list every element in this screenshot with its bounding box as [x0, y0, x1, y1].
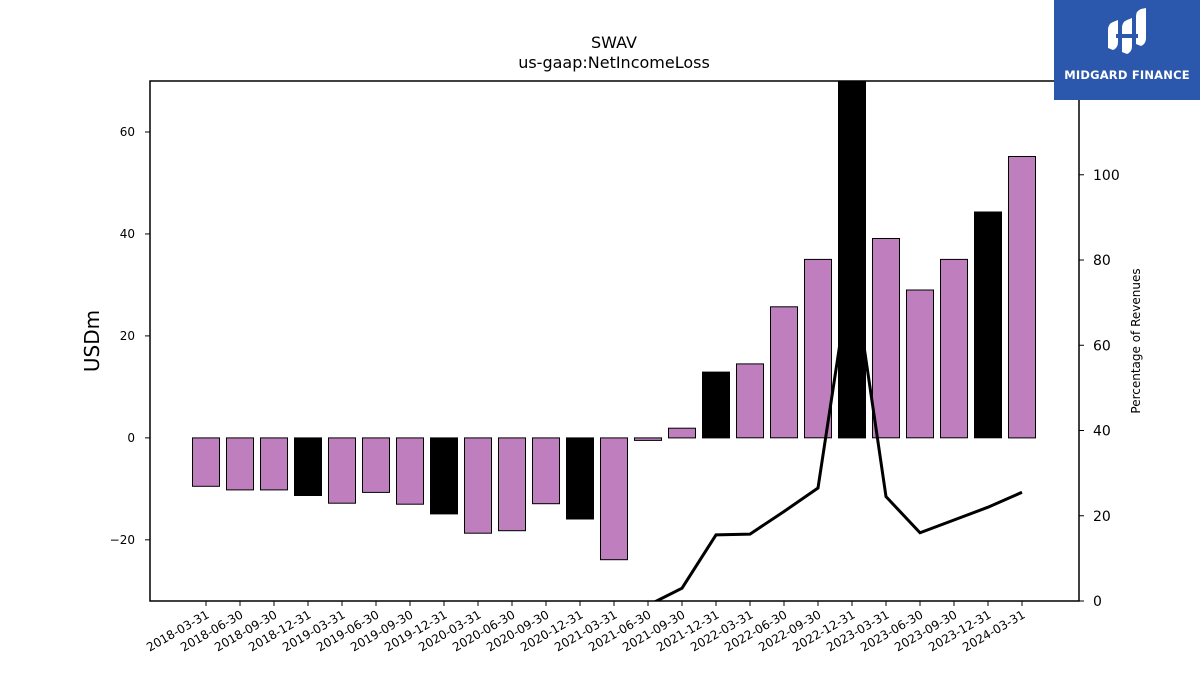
bar-2023-09-30	[940, 258, 968, 439]
y2-tick-label: 100	[1093, 168, 1120, 184]
bar-2022-12-31	[838, 80, 866, 439]
bar-2020-06-30	[498, 437, 526, 532]
percentage-of-revenues-line	[653, 264, 1023, 601]
y2-tick-label: 40	[1093, 424, 1111, 440]
bar-2018-06-30	[226, 437, 254, 491]
bar-2023-12-31	[974, 211, 1002, 439]
bar-2022-06-30	[770, 306, 798, 439]
y-tick-label: −20	[110, 533, 135, 547]
bar-2021-12-31	[702, 371, 730, 439]
brand-logo: MIDGARD FINANCE	[1054, 0, 1200, 100]
bar-2020-09-30	[532, 437, 560, 505]
bar-2018-03-31	[192, 437, 220, 487]
bar-2023-06-30	[906, 289, 934, 439]
bar-2019-03-31	[328, 437, 356, 504]
bar-2020-12-31	[566, 437, 594, 520]
y-axis-label: USDm	[80, 310, 104, 372]
bar-2022-03-31	[736, 363, 764, 439]
brand-name: MIDGARD FINANCE	[1064, 68, 1190, 82]
y-tick-label: 20	[120, 329, 135, 343]
y-tick-label: 40	[120, 227, 135, 241]
bar-2019-12-31	[430, 437, 458, 515]
bar-2018-12-31	[294, 437, 322, 496]
bar-2019-06-30	[362, 437, 390, 493]
midgard-logo-icon	[1108, 8, 1146, 54]
bar-2022-09-30	[804, 258, 832, 439]
bar-2021-03-31	[600, 437, 628, 561]
bar-2021-09-30	[668, 427, 696, 439]
bar-2024-03-31	[1008, 156, 1036, 439]
y2-tick-label: 20	[1093, 509, 1111, 525]
bar-2019-09-30	[396, 437, 424, 505]
bar-2018-09-30	[260, 437, 288, 491]
chart-title: SWAV	[591, 33, 637, 52]
y2-tick-label: 0	[1093, 594, 1102, 610]
bar-2023-03-31	[872, 238, 900, 439]
y-tick-label: 60	[120, 125, 135, 139]
y2-tick-label: 80	[1093, 253, 1111, 269]
y2-tick-label: 60	[1093, 338, 1111, 354]
plot-frame	[149, 80, 1080, 602]
y2-axis-label: Percentage of Revenues	[1129, 268, 1143, 413]
bar-2020-03-31	[464, 437, 492, 534]
chart-subtitle: us-gaap:NetIncomeLoss	[518, 53, 710, 72]
bar-2021-06-30	[634, 437, 662, 441]
y-tick-label: 0	[127, 431, 135, 445]
